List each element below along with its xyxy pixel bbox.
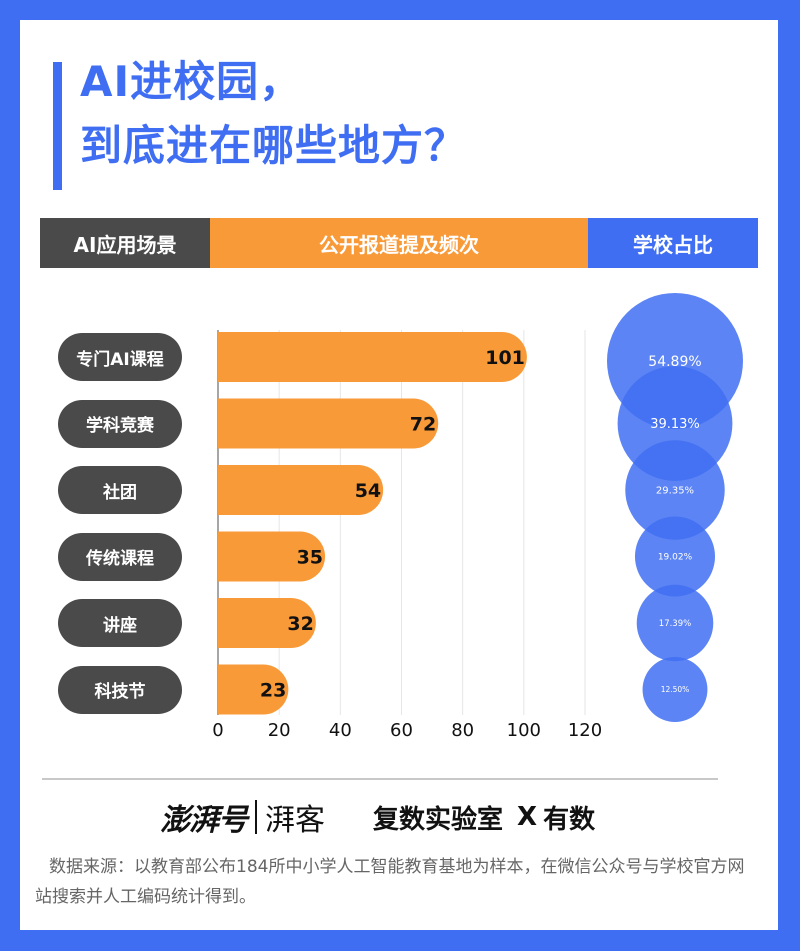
logo-paike: 湃客 xyxy=(265,803,325,838)
bar-value-label: 32 xyxy=(287,613,313,635)
bar-value-label: 23 xyxy=(260,680,286,702)
header-frequency: 公开报道提及频次 xyxy=(210,218,588,268)
logos-row: 澎湃号 湃客 复数实验室 X 有数 xyxy=(160,792,595,842)
bar-value-label: 101 xyxy=(485,347,525,369)
x-tick-label: 0 xyxy=(212,720,223,741)
share-bubble-label: 19.02% xyxy=(658,553,693,563)
x-tick-label: 100 xyxy=(507,720,541,741)
bar-value-label: 54 xyxy=(355,480,381,502)
infographic-card: AI进校园， 到底进在哪些地方？ AI应用场景 公开报道提及频次 学校占比 0 2… xyxy=(20,20,778,930)
share-bubble xyxy=(625,440,725,540)
share-bubble xyxy=(636,584,714,662)
category-pill: 学科竞赛 xyxy=(58,399,182,448)
share-bubble-label: 12.50% xyxy=(661,685,690,694)
share-bubble xyxy=(634,516,716,597)
data-source-note: 数据来源：以教育部公布184所中小学人工智能教育基地为样本，在微信公众号与学校官… xyxy=(35,857,745,907)
page-title-line1: AI进校园， xyxy=(80,57,303,106)
bar xyxy=(218,531,326,582)
x-tick-label: 60 xyxy=(390,720,413,741)
x-tick-label: 80 xyxy=(451,720,474,741)
logo-youshu: 有数 xyxy=(543,804,596,835)
x-tick-label: 20 xyxy=(268,720,291,741)
logo-x: X xyxy=(517,802,538,832)
x-tick-label: 40 xyxy=(329,720,352,741)
share-bubble-label: 54.89% xyxy=(648,354,701,370)
share-bubble-label: 39.13% xyxy=(650,417,700,432)
header-share: 学校占比 xyxy=(588,218,758,268)
category-pill: 社团 xyxy=(58,466,182,514)
footer-divider xyxy=(42,778,718,780)
share-bubble-label: 29.35% xyxy=(656,486,694,497)
bar xyxy=(218,598,316,648)
x-tick-label: 120 xyxy=(568,720,602,741)
logo-separator xyxy=(255,800,257,834)
logo-fushu-lab: 复数实验室 xyxy=(373,804,504,835)
bar-bubble-chart: 0 20 40 60 80 100 120 101 72 54 35 32 23 54.89% 39.13%… xyxy=(212,293,743,741)
bar xyxy=(218,664,289,715)
bar xyxy=(218,332,527,382)
bar xyxy=(218,398,439,449)
bar-value-label: 72 xyxy=(410,414,436,436)
bar xyxy=(218,465,384,515)
logo-pengpaihao: 澎湃号 xyxy=(160,803,248,838)
header-scene: AI应用场景 xyxy=(40,218,210,268)
page-title-line2: 到底进在哪些地方？ xyxy=(80,121,468,170)
category-pill: 专门AI课程 xyxy=(58,333,182,381)
title-accent-bar xyxy=(53,62,62,190)
category-pill: 传统课程 xyxy=(58,532,182,581)
share-bubble xyxy=(642,657,708,722)
category-pill: 科技节 xyxy=(58,665,182,714)
share-bubble-label: 17.39% xyxy=(659,619,691,629)
category-pill: 讲座 xyxy=(58,599,182,647)
bar-value-label: 35 xyxy=(297,547,323,569)
